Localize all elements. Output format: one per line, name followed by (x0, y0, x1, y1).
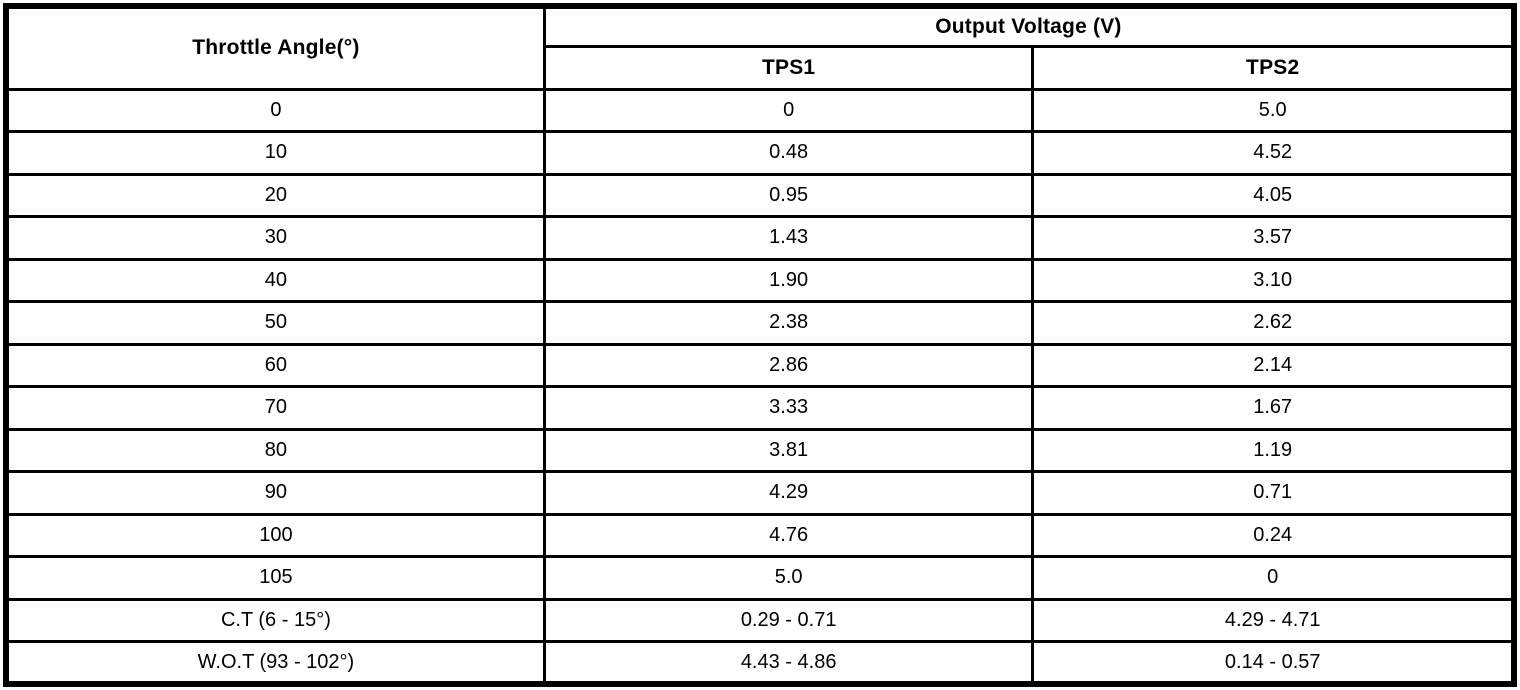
tps1-cell: 4.76 (542, 512, 1035, 558)
tps2-cell: 3.10 (1031, 257, 1516, 303)
tps2-cell: 0.14 - 0.57 (1031, 640, 1516, 686)
tps2-cell: 0.24 (1031, 512, 1516, 558)
tps-voltage-table: Throttle Angle(°) Output Voltage (V) TPS… (3, 3, 1517, 687)
throttle-angle-cell: 60 (4, 342, 546, 388)
table-row: 105 5.0 0 (4, 555, 1516, 601)
header-row-sub: TPS1 TPS2 (6, 44, 1516, 91)
throttle-angle-cell: 20 (4, 172, 546, 218)
table-row: 100 4.76 0.24 (4, 512, 1516, 558)
tps2-cell: 0.71 (1031, 470, 1516, 516)
tps1-cell: 4.43 - 4.86 (542, 640, 1035, 686)
throttle-angle-cell: 40 (4, 257, 546, 303)
table-row: 60 2.86 2.14 (4, 342, 1516, 388)
table-row: W.O.T (93 - 102°) 4.43 - 4.86 0.14 - 0.5… (4, 640, 1516, 686)
tps1-cell: 1.43 (542, 215, 1035, 261)
tps1-cell: 2.86 (542, 342, 1035, 388)
throttle-angle-cell: 70 (4, 385, 546, 431)
tps2-cell: 2.62 (1031, 300, 1516, 346)
tps2-cell: 1.67 (1031, 385, 1516, 431)
tps1-cell: 3.81 (542, 427, 1035, 473)
tps1-cell: 3.33 (542, 385, 1035, 431)
table-row: 0 0 5.0 (4, 87, 1516, 133)
table-row: 10 0.48 4.52 (4, 130, 1516, 176)
table-row: 70 3.33 1.67 (4, 385, 1516, 431)
tps2-cell: 3.57 (1031, 215, 1516, 261)
throttle-angle-cell: C.T (6 - 15°) (4, 597, 546, 643)
tps2-cell: 5.0 (1031, 87, 1516, 133)
throttle-angle-header: Throttle Angle(°) (4, 4, 546, 91)
tps1-cell: 2.38 (542, 300, 1035, 346)
tps1-cell: 0.95 (542, 172, 1035, 218)
tps2-cell: 4.52 (1031, 130, 1516, 176)
table-row: 90 4.29 0.71 (4, 470, 1516, 516)
throttle-angle-cell: 10 (4, 130, 546, 176)
throttle-angle-cell: 30 (4, 215, 546, 261)
tps2-cell: 1.19 (1031, 427, 1516, 473)
tps2-cell: 4.05 (1031, 172, 1516, 218)
tps1-header: TPS1 (542, 44, 1035, 91)
throttle-angle-cell: 90 (4, 470, 546, 516)
throttle-angle-cell: W.O.T (93 - 102°) (4, 640, 546, 686)
tps1-cell: 5.0 (542, 555, 1035, 601)
tps2-cell: 0 (1031, 555, 1516, 601)
tps2-cell: 2.14 (1031, 342, 1516, 388)
tps1-cell: 0.48 (542, 130, 1035, 176)
throttle-angle-cell: 100 (4, 512, 546, 558)
table-row: 30 1.43 3.57 (4, 215, 1516, 261)
tps2-cell: 4.29 - 4.71 (1031, 597, 1516, 643)
throttle-angle-cell: 105 (4, 555, 546, 601)
tps2-header: TPS2 (1031, 44, 1516, 91)
throttle-angle-cell: 50 (4, 300, 546, 346)
tps1-cell: 4.29 (542, 470, 1035, 516)
tps1-cell: 1.90 (542, 257, 1035, 303)
throttle-angle-cell: 80 (4, 427, 546, 473)
table-row: C.T (6 - 15°) 0.29 - 0.71 4.29 - 4.71 (4, 597, 1516, 643)
tps1-cell: 0 (542, 87, 1035, 133)
header-row-group: Throttle Angle(°) Output Voltage (V) (4, 4, 1516, 91)
table-row: 40 1.90 3.10 (4, 257, 1516, 303)
tps1-cell: 0.29 - 0.71 (542, 597, 1035, 643)
table-row: 20 0.95 4.05 (4, 172, 1516, 218)
output-voltage-header: Output Voltage (V) (542, 4, 1516, 48)
table-row: 50 2.38 2.62 (4, 300, 1516, 346)
throttle-angle-cell: 0 (4, 87, 546, 133)
table-row: 80 3.81 1.19 (4, 427, 1516, 473)
